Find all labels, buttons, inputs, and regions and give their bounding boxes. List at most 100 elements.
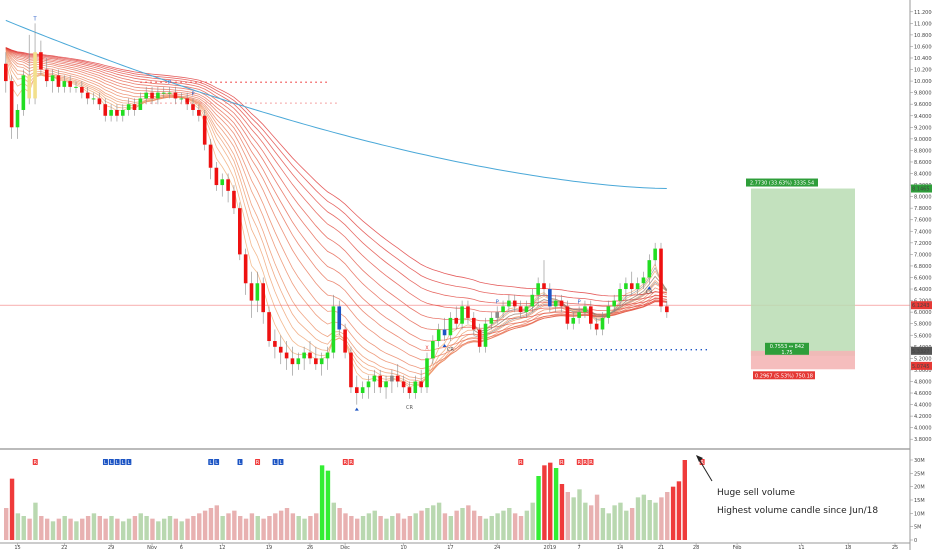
volume-marker-bg [272,459,278,465]
candle-body [331,306,336,353]
volume-bar [144,516,149,540]
current-price-tag: 6.1243 [912,303,930,309]
resistance-dot [285,102,287,104]
candle-body [629,283,634,290]
candlesticks [4,23,669,405]
volume-bar [612,505,617,540]
candle-body [74,86,78,88]
candle-body [606,306,611,318]
resistance-dot [270,102,272,104]
annotation-line-1: Huge sell volume [717,488,795,498]
resistance-dot [185,81,187,83]
resistance-dot [200,81,202,83]
price-tick-label: 7.4000 [914,229,932,235]
volume-bar [355,518,360,540]
candle-body [4,63,8,82]
volume-bar [56,518,62,540]
price-tick-label: 5.2000 [914,356,932,362]
ema-ribbon-line [5,48,667,331]
resistance-dot [325,102,327,104]
volume-bar [594,494,600,540]
candle-body [132,104,137,110]
resistance-dot [200,102,202,104]
candle-body [378,375,382,388]
time-tick-label: 22 [61,545,67,550]
candle-body [647,260,652,278]
resistance-dot [190,81,192,83]
center-label-1: 0.7553 ↔ 842 [770,344,804,350]
support-dot [610,348,612,351]
price-tick-label: 8.6000 [914,160,932,166]
resistance-dot [195,81,197,83]
candle-body [115,109,119,116]
resistance-dot [180,102,182,104]
time-tick-label: 18 [845,545,851,550]
candle-body [103,104,108,116]
candle-body [255,283,260,301]
resistance-dot [275,81,277,83]
time-tick-label: 17 [447,545,453,550]
volume-marker-label: L [209,460,212,466]
resistance-dot [300,81,302,83]
resistance-dot [245,102,247,104]
candle-body [360,387,365,394]
ema-200-price-tag: 8.1465 [912,187,930,193]
candle-body [290,358,295,365]
volume-tick-label: 5M [914,525,922,531]
time-tick-label: 28 [693,545,699,550]
volume-bar [115,518,120,540]
resistance-dot [160,81,162,83]
volume-bar [483,518,489,540]
candle-body [559,300,564,307]
volume-tick-label: 20M [914,485,925,491]
support-dot [580,348,582,351]
support-dot [700,348,702,351]
price-tick-label: 7.2000 [914,241,932,247]
candle-body [495,312,499,318]
resistance-dot [260,102,262,104]
candle-body [542,283,546,290]
volume-bar [220,516,225,540]
volume-bar [366,513,372,540]
support-dot [525,348,527,351]
resistance-dot [310,81,312,83]
resistance-dot [140,102,142,104]
candle-body [185,98,189,105]
volume-bar [512,513,518,540]
volume-bars [4,460,687,540]
volume-bar [27,518,32,540]
volume-marker-label: R [344,460,348,466]
volume-bar [583,502,588,540]
volume-marker-label: L [215,460,218,466]
support-dot [680,348,682,351]
volume-tick-label: 25M [914,471,925,477]
resistance-dot [170,81,172,83]
volume-bar [501,510,506,540]
price-tick-label: 4.6000 [914,391,932,397]
resistance-dot [275,102,277,104]
volume-bar [606,513,611,540]
price-tick-label: 9.0000 [914,137,932,143]
candle-body [665,306,669,313]
volume-bar [308,516,313,540]
volume-bar [185,518,190,540]
resistance-dot [310,102,312,104]
resistance-dot [320,81,322,83]
volume-bar [670,486,676,540]
resistance-dot [270,81,272,83]
volume-bar [290,513,296,540]
volume-bar [103,518,108,540]
volume-marker-bg [348,459,354,465]
volume-bar [431,505,436,540]
resistance-dot [335,102,337,104]
volume-bar [360,516,366,540]
candle-body [308,352,312,359]
candle-body [583,306,587,313]
candle-body [524,306,529,313]
resistance-dot [280,102,282,104]
level-price-tag-bg [911,346,932,355]
resistance-dot [185,102,187,104]
volume-bar [15,513,21,540]
volume-bar [618,502,623,540]
